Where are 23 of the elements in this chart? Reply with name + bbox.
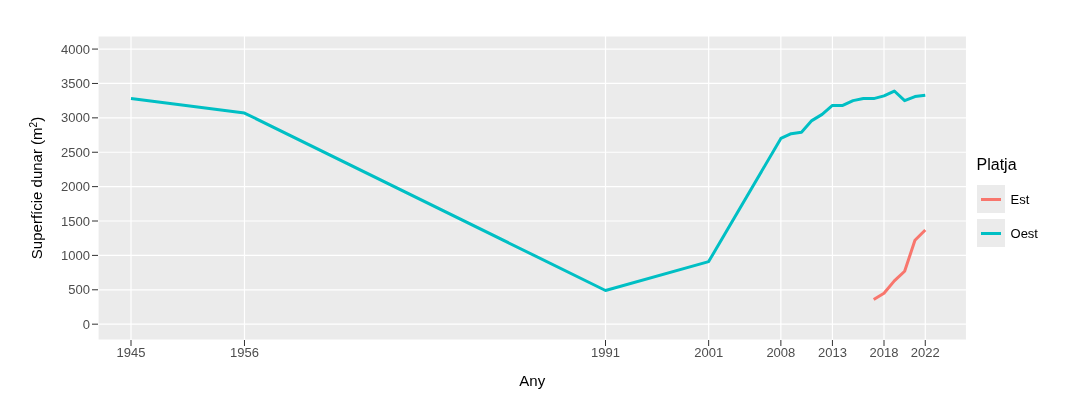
line-series: [872, 228, 927, 301]
x-tick-label: 2008: [766, 345, 796, 361]
x-tick-label: 1956: [230, 345, 259, 361]
line-series: [129, 89, 927, 292]
x-tick-label: 1945: [116, 345, 146, 361]
y-tick-label: 3500: [61, 76, 90, 92]
x-tick-label: 1991: [591, 345, 620, 361]
y-tick-label: 4000: [61, 41, 90, 57]
x-tick-label: 2022: [910, 345, 940, 361]
x-tick-label: 2018: [869, 345, 899, 361]
y-tick-label: 1500: [61, 213, 90, 229]
legend-title: Platja: [976, 156, 1018, 174]
legend-label: Est: [1009, 190, 1031, 209]
y-tick-label: 2000: [61, 179, 90, 195]
x-axis-title: Any: [519, 372, 546, 389]
legend-label: Oest: [1009, 224, 1038, 243]
x-tick-label: 2001: [694, 345, 724, 361]
x-tick-label: 2013: [817, 345, 847, 361]
y-tick-label: 2500: [61, 144, 90, 160]
y-tick-label: 3000: [61, 110, 90, 126]
y-tick-label: 1000: [61, 248, 90, 264]
y-tick-label: 0: [82, 316, 90, 332]
y-tick-label: 500: [68, 282, 90, 298]
